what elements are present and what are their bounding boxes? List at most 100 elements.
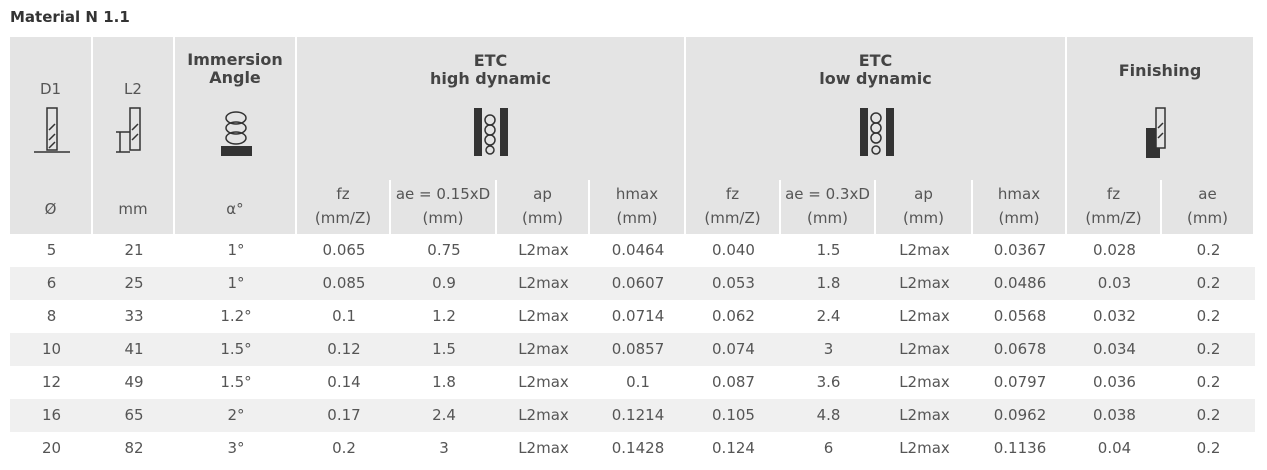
column-name: fz: [336, 185, 350, 203]
column-name: ap: [533, 185, 552, 203]
table-cell: 49: [124, 373, 144, 391]
group-title: ETC: [473, 51, 508, 70]
table-cell: 0.2: [1196, 439, 1221, 457]
row-background: [10, 333, 1255, 366]
table-cell: 1°: [227, 274, 245, 292]
table-cell: 6: [823, 439, 834, 457]
table-cell: 1.5: [816, 241, 841, 259]
row-background: [10, 432, 1255, 465]
table-cell: 16: [41, 406, 62, 424]
column-name: ae = 0.15xD: [395, 185, 491, 203]
table-cell: 0.1214: [611, 406, 665, 424]
table-cell: 0.14: [327, 373, 361, 391]
table-cell: 0.0367: [993, 241, 1047, 259]
page-title: Material N 1.1: [10, 8, 130, 26]
column-unit: (mm/Z): [704, 209, 761, 227]
subheader-cell: hmax (mm): [590, 180, 684, 234]
table-cell: L2max: [518, 307, 569, 325]
table-cell: 0.1: [626, 373, 650, 391]
table-cell: 21: [124, 241, 144, 259]
column-unit: mm: [118, 200, 148, 218]
table-cell: L2max: [899, 439, 950, 457]
table-cell: 2°: [227, 406, 245, 424]
table-cell: 0.2: [1196, 307, 1221, 325]
row-background: [10, 366, 1255, 399]
group-title: Finishing: [1118, 61, 1202, 80]
table-cell: 0.12: [327, 340, 361, 358]
table-cell: 0.087: [712, 373, 755, 391]
column-name: ae = 0.3xD: [785, 185, 870, 203]
table-cell: 0.053: [712, 274, 755, 292]
table-cell: L2max: [899, 241, 950, 259]
table-cell: 0.0607: [611, 274, 665, 292]
table-cell: L2max: [899, 274, 950, 292]
table-cell: 41: [124, 340, 144, 358]
group-title: ETC: [858, 51, 893, 70]
table-cell: 0.0678: [993, 340, 1047, 358]
table-cell: 0.9: [432, 274, 456, 292]
table-cell: 0.75: [427, 241, 461, 259]
header-cell: D1 Ø: [10, 37, 91, 234]
column-unit: Ø: [44, 200, 57, 218]
table-cell: 1.5°: [220, 340, 252, 358]
column-unit: (mm/Z): [1085, 209, 1142, 227]
table-cell: 0.0797: [993, 373, 1047, 391]
table-cell: 0.0464: [611, 241, 665, 259]
table-cell: 0.1428: [611, 439, 665, 457]
column-unit: (mm): [998, 209, 1040, 227]
column-label: D1: [39, 80, 62, 98]
table-cell: 0.2: [1196, 241, 1221, 259]
column-name: fz: [725, 185, 740, 203]
table-cell: 3°: [227, 439, 245, 457]
table-cell: 3: [823, 340, 834, 358]
table-cell: 1.8: [816, 274, 841, 292]
table-cell: 1.2: [432, 307, 456, 325]
column-unit: α°: [226, 200, 244, 218]
table-cell: L2max: [899, 307, 950, 325]
column-unit: (mm): [903, 209, 944, 227]
table-cell: 0.2: [1196, 274, 1221, 292]
subheader-cell: ap (mm): [497, 180, 588, 234]
column-unit: (mm): [1187, 209, 1228, 227]
table-cell: 3: [439, 439, 449, 457]
table-cell: L2max: [518, 439, 569, 457]
table-cell: 82: [124, 439, 144, 457]
table-cell: 0.2: [1196, 340, 1221, 358]
table-cell: 0.2: [1196, 406, 1221, 424]
table-cell: 6: [46, 274, 57, 292]
column-unit: (mm): [522, 209, 563, 227]
table-cell: 0.0486: [993, 274, 1047, 292]
column-name: ap: [914, 185, 933, 203]
table-cell: 4.8: [816, 406, 841, 424]
column-unit: (mm/Z): [314, 209, 372, 227]
table-cell: 0.028: [1093, 241, 1136, 259]
table-cell: 0.038: [1093, 406, 1136, 424]
table-cell: 0.036: [1093, 373, 1136, 391]
table-cell: 0.074: [712, 340, 755, 358]
table-cell: L2max: [518, 340, 569, 358]
table-cell: L2max: [899, 406, 950, 424]
row-background: [10, 300, 1255, 333]
table-cell: L2max: [518, 373, 569, 391]
table-cell: 1.8: [432, 373, 456, 391]
table-cell: 0.2: [332, 439, 356, 457]
table-cell: 0.2: [1196, 373, 1221, 391]
table-cell: 0.03: [1097, 274, 1132, 292]
table-cell: L2max: [899, 340, 950, 358]
table-cell: 0.1136: [993, 439, 1047, 457]
column-unit: (mm): [807, 209, 848, 227]
table-cell: 2.4: [816, 307, 841, 325]
column-unit: (mm): [616, 209, 658, 227]
header-cell: Immersion Angle α°: [175, 37, 295, 234]
column-name: hmax: [997, 185, 1041, 203]
column-unit: (mm): [422, 209, 464, 227]
subheader-cell: ae (mm): [1162, 180, 1253, 234]
table-cell: 8: [46, 307, 57, 325]
group-header: ETC high dynamic: [297, 37, 684, 180]
table-cell: 0.0714: [611, 307, 665, 325]
subheader-cell: ap (mm): [876, 180, 971, 234]
table-cell: 0.032: [1093, 307, 1136, 325]
group-subtitle: high dynamic: [430, 69, 551, 88]
subheader-cell: ae = 0.3xD (mm): [781, 180, 874, 234]
